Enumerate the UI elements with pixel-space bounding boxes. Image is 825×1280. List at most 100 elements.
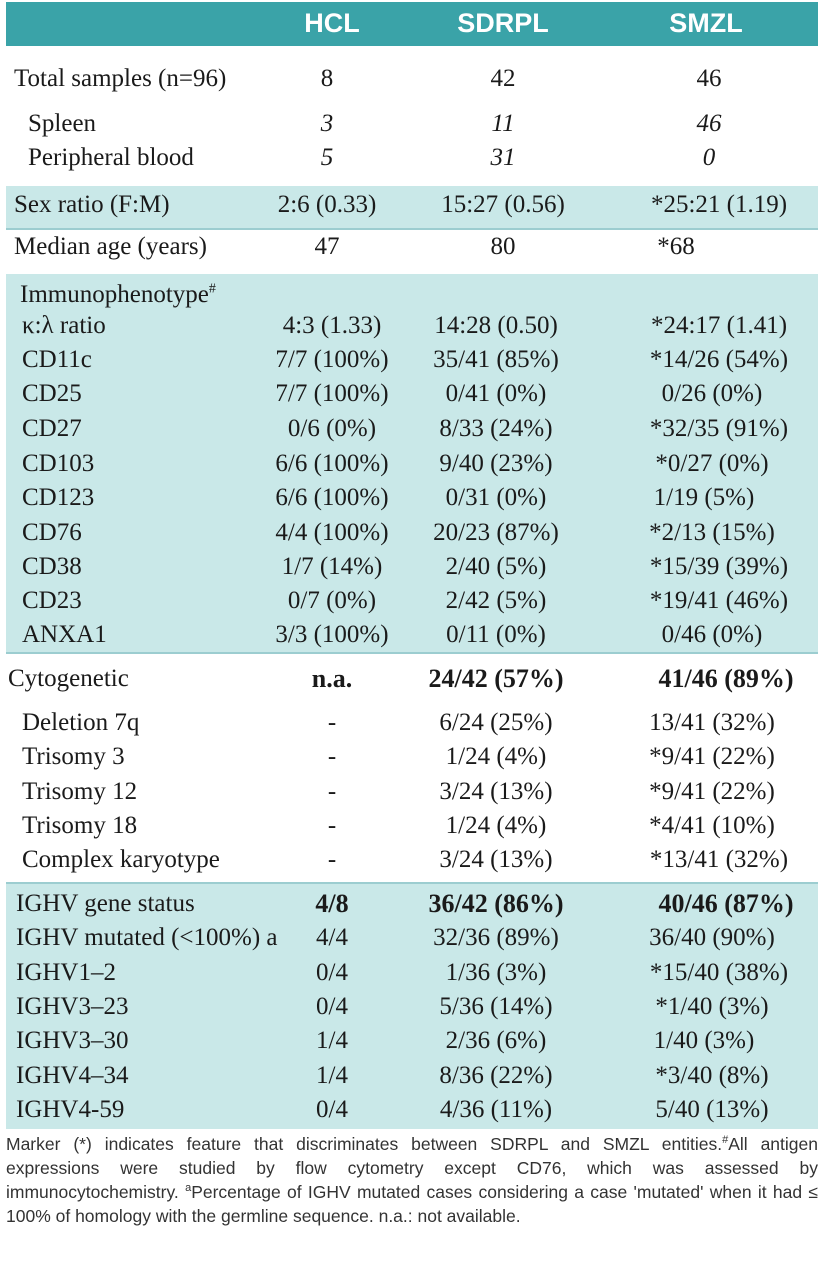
cell-hcl: 47 xyxy=(314,233,340,260)
cell-hcl: - xyxy=(327,778,337,805)
header-hcl: HCL xyxy=(304,8,360,38)
row-label: CD38 xyxy=(22,553,82,580)
cell-smzl: *25:21 (1.19) xyxy=(650,191,788,218)
cell-sdrpl: 8/36 (22%) xyxy=(439,1062,553,1089)
row-label: Peripheral blood xyxy=(28,144,194,171)
row-separator xyxy=(6,882,818,884)
cell-smzl: 40/46 (87%) xyxy=(658,889,794,918)
cell-hcl: 3/3 (100%) xyxy=(275,621,389,648)
cell-hcl: - xyxy=(327,812,337,839)
cell-hcl: - xyxy=(327,743,337,770)
cell-smzl: *14/26 (54%) xyxy=(649,346,789,373)
cell-smzl: *15/39 (39%) xyxy=(649,553,789,580)
row-label: CD103 xyxy=(22,450,95,477)
cell-sdrpl: 20/23 (87%) xyxy=(433,519,559,546)
cell-smzl: 46 xyxy=(696,65,722,92)
row-label: CD27 xyxy=(22,415,82,442)
cell-sdrpl: 31 xyxy=(490,144,516,171)
cell-hcl: 2:6 (0.33) xyxy=(277,191,377,218)
row-label: CD23 xyxy=(22,587,82,614)
section-immunophenotype: Immunophenotype# xyxy=(20,280,216,310)
band-ighv xyxy=(6,884,818,1129)
cell-hcl: 4/8 xyxy=(315,889,349,918)
row-label: IGHV4–34 xyxy=(16,1062,129,1089)
cell-smzl: *32/35 (91%) xyxy=(649,415,789,442)
cell-sdrpl: 2/42 (5%) xyxy=(445,587,547,614)
section-label: Immunophenotype xyxy=(20,281,209,308)
cell-smzl: 0/26 (0%) xyxy=(661,380,763,407)
footnote-text: All antigen expressions were studied by … xyxy=(6,1134,818,1202)
cell-hcl: 1/7 (14%) xyxy=(281,553,383,580)
cell-hcl: 7/7 (100%) xyxy=(275,346,389,373)
cell-smzl: *1/40 (3%) xyxy=(655,993,769,1020)
cell-sdrpl: 2/36 (6%) xyxy=(445,1027,547,1054)
row-separator xyxy=(6,228,818,230)
cell-hcl: 3 xyxy=(320,110,334,137)
band-immunophenotype xyxy=(6,274,818,652)
cell-sdrpl: 36/42 (86%) xyxy=(428,889,564,918)
table-header: HCL SDRPL SMZL xyxy=(6,2,818,46)
cell-smzl: 1/19 (5%) xyxy=(653,484,755,511)
cell-sdrpl: 32/36 (89%) xyxy=(433,924,559,951)
footnote-text: Marker (*) indicates feature that discri… xyxy=(6,1134,723,1154)
cell-sdrpl: 8/33 (24%) xyxy=(439,415,553,442)
cell-hcl: 7/7 (100%) xyxy=(275,380,389,407)
cell-hcl: 0/4 xyxy=(316,993,348,1020)
cell-smzl: *68 xyxy=(657,233,695,260)
cell-sdrpl: 15:27 (0.56) xyxy=(441,191,565,218)
cell-hcl: 4:3 (1.33) xyxy=(282,312,382,339)
cell-sdrpl: 0/41 (0%) xyxy=(445,380,547,407)
cell-sdrpl: 24/42 (57%) xyxy=(428,664,564,693)
row-separator xyxy=(6,652,818,654)
cell-sdrpl: 14:28 (0.50) xyxy=(434,312,558,339)
cell-smzl: *15/40 (38%) xyxy=(649,959,789,986)
row-label: Trisomy 12 xyxy=(22,778,138,805)
cell-sdrpl: 9/40 (23%) xyxy=(439,450,553,477)
row-label: Cytogenetic xyxy=(8,665,129,692)
cell-hcl: - xyxy=(327,709,337,736)
row-label: Complex karyotype xyxy=(22,846,220,873)
cell-sdrpl: 3/24 (13%) xyxy=(439,846,553,873)
cell-smzl: 46 xyxy=(696,110,722,137)
row-label: Total samples (n=96) xyxy=(14,65,227,92)
cell-smzl: 1/40 (3%) xyxy=(653,1027,755,1054)
footnote-text: Percentage of IGHV mutated cases conside… xyxy=(6,1182,818,1226)
row-label: CD76 xyxy=(22,519,82,546)
cell-hcl: 1/4 xyxy=(316,1062,348,1089)
row-label: κ:λ ratio xyxy=(22,312,106,339)
cell-hcl: 8 xyxy=(320,65,334,92)
cell-smzl: *0/27 (0%) xyxy=(655,450,769,477)
cell-sdrpl: 4/36 (11%) xyxy=(439,1096,553,1123)
cell-sdrpl: 3/24 (13%) xyxy=(439,778,553,805)
cell-smzl: *9/41 (22%) xyxy=(649,743,775,770)
cell-smzl: 41/46 (89%) xyxy=(658,664,794,693)
cell-sdrpl: 0/31 (0%) xyxy=(445,484,547,511)
cell-sdrpl: 0/11 (0%) xyxy=(446,621,546,648)
footnote-marker: # xyxy=(722,1134,729,1147)
band-sex-ratio xyxy=(6,186,818,228)
cell-sdrpl: 5/36 (14%) xyxy=(439,993,553,1020)
row-label: IGHV3–23 xyxy=(16,993,129,1020)
row-label: IGHV3–30 xyxy=(16,1027,129,1054)
cell-smzl: 5/40 (13%) xyxy=(655,1096,769,1123)
cell-sdrpl: 1/36 (3%) xyxy=(445,959,547,986)
cell-hcl: 0/7 (0%) xyxy=(287,587,377,614)
cell-hcl: 4/4 xyxy=(316,924,348,951)
row-label: Trisomy 3 xyxy=(22,743,125,770)
cell-smzl: *2/13 (15%) xyxy=(649,519,775,546)
header-sdrpl: SDRPL xyxy=(457,8,549,38)
cell-hcl: 6/6 (100%) xyxy=(275,484,389,511)
cell-smzl: *4/41 (10%) xyxy=(649,812,775,839)
footnote-marker: a xyxy=(185,1182,192,1195)
row-label: CD123 xyxy=(22,484,95,511)
cell-hcl: 5 xyxy=(320,144,334,171)
cell-hcl: 0/4 xyxy=(316,959,348,986)
cell-hcl: 0/4 xyxy=(316,1096,348,1123)
cell-sdrpl: 1/24 (4%) xyxy=(445,812,547,839)
row-label: Median age (years) xyxy=(14,233,207,260)
cell-smzl: *19/41 (46%) xyxy=(649,587,789,614)
row-label: Sex ratio (F:M) xyxy=(14,191,170,218)
row-label: IGHV mutated (<100%) a xyxy=(16,924,278,951)
cell-smzl: 0 xyxy=(702,144,716,171)
cell-hcl: 6/6 (100%) xyxy=(275,450,389,477)
